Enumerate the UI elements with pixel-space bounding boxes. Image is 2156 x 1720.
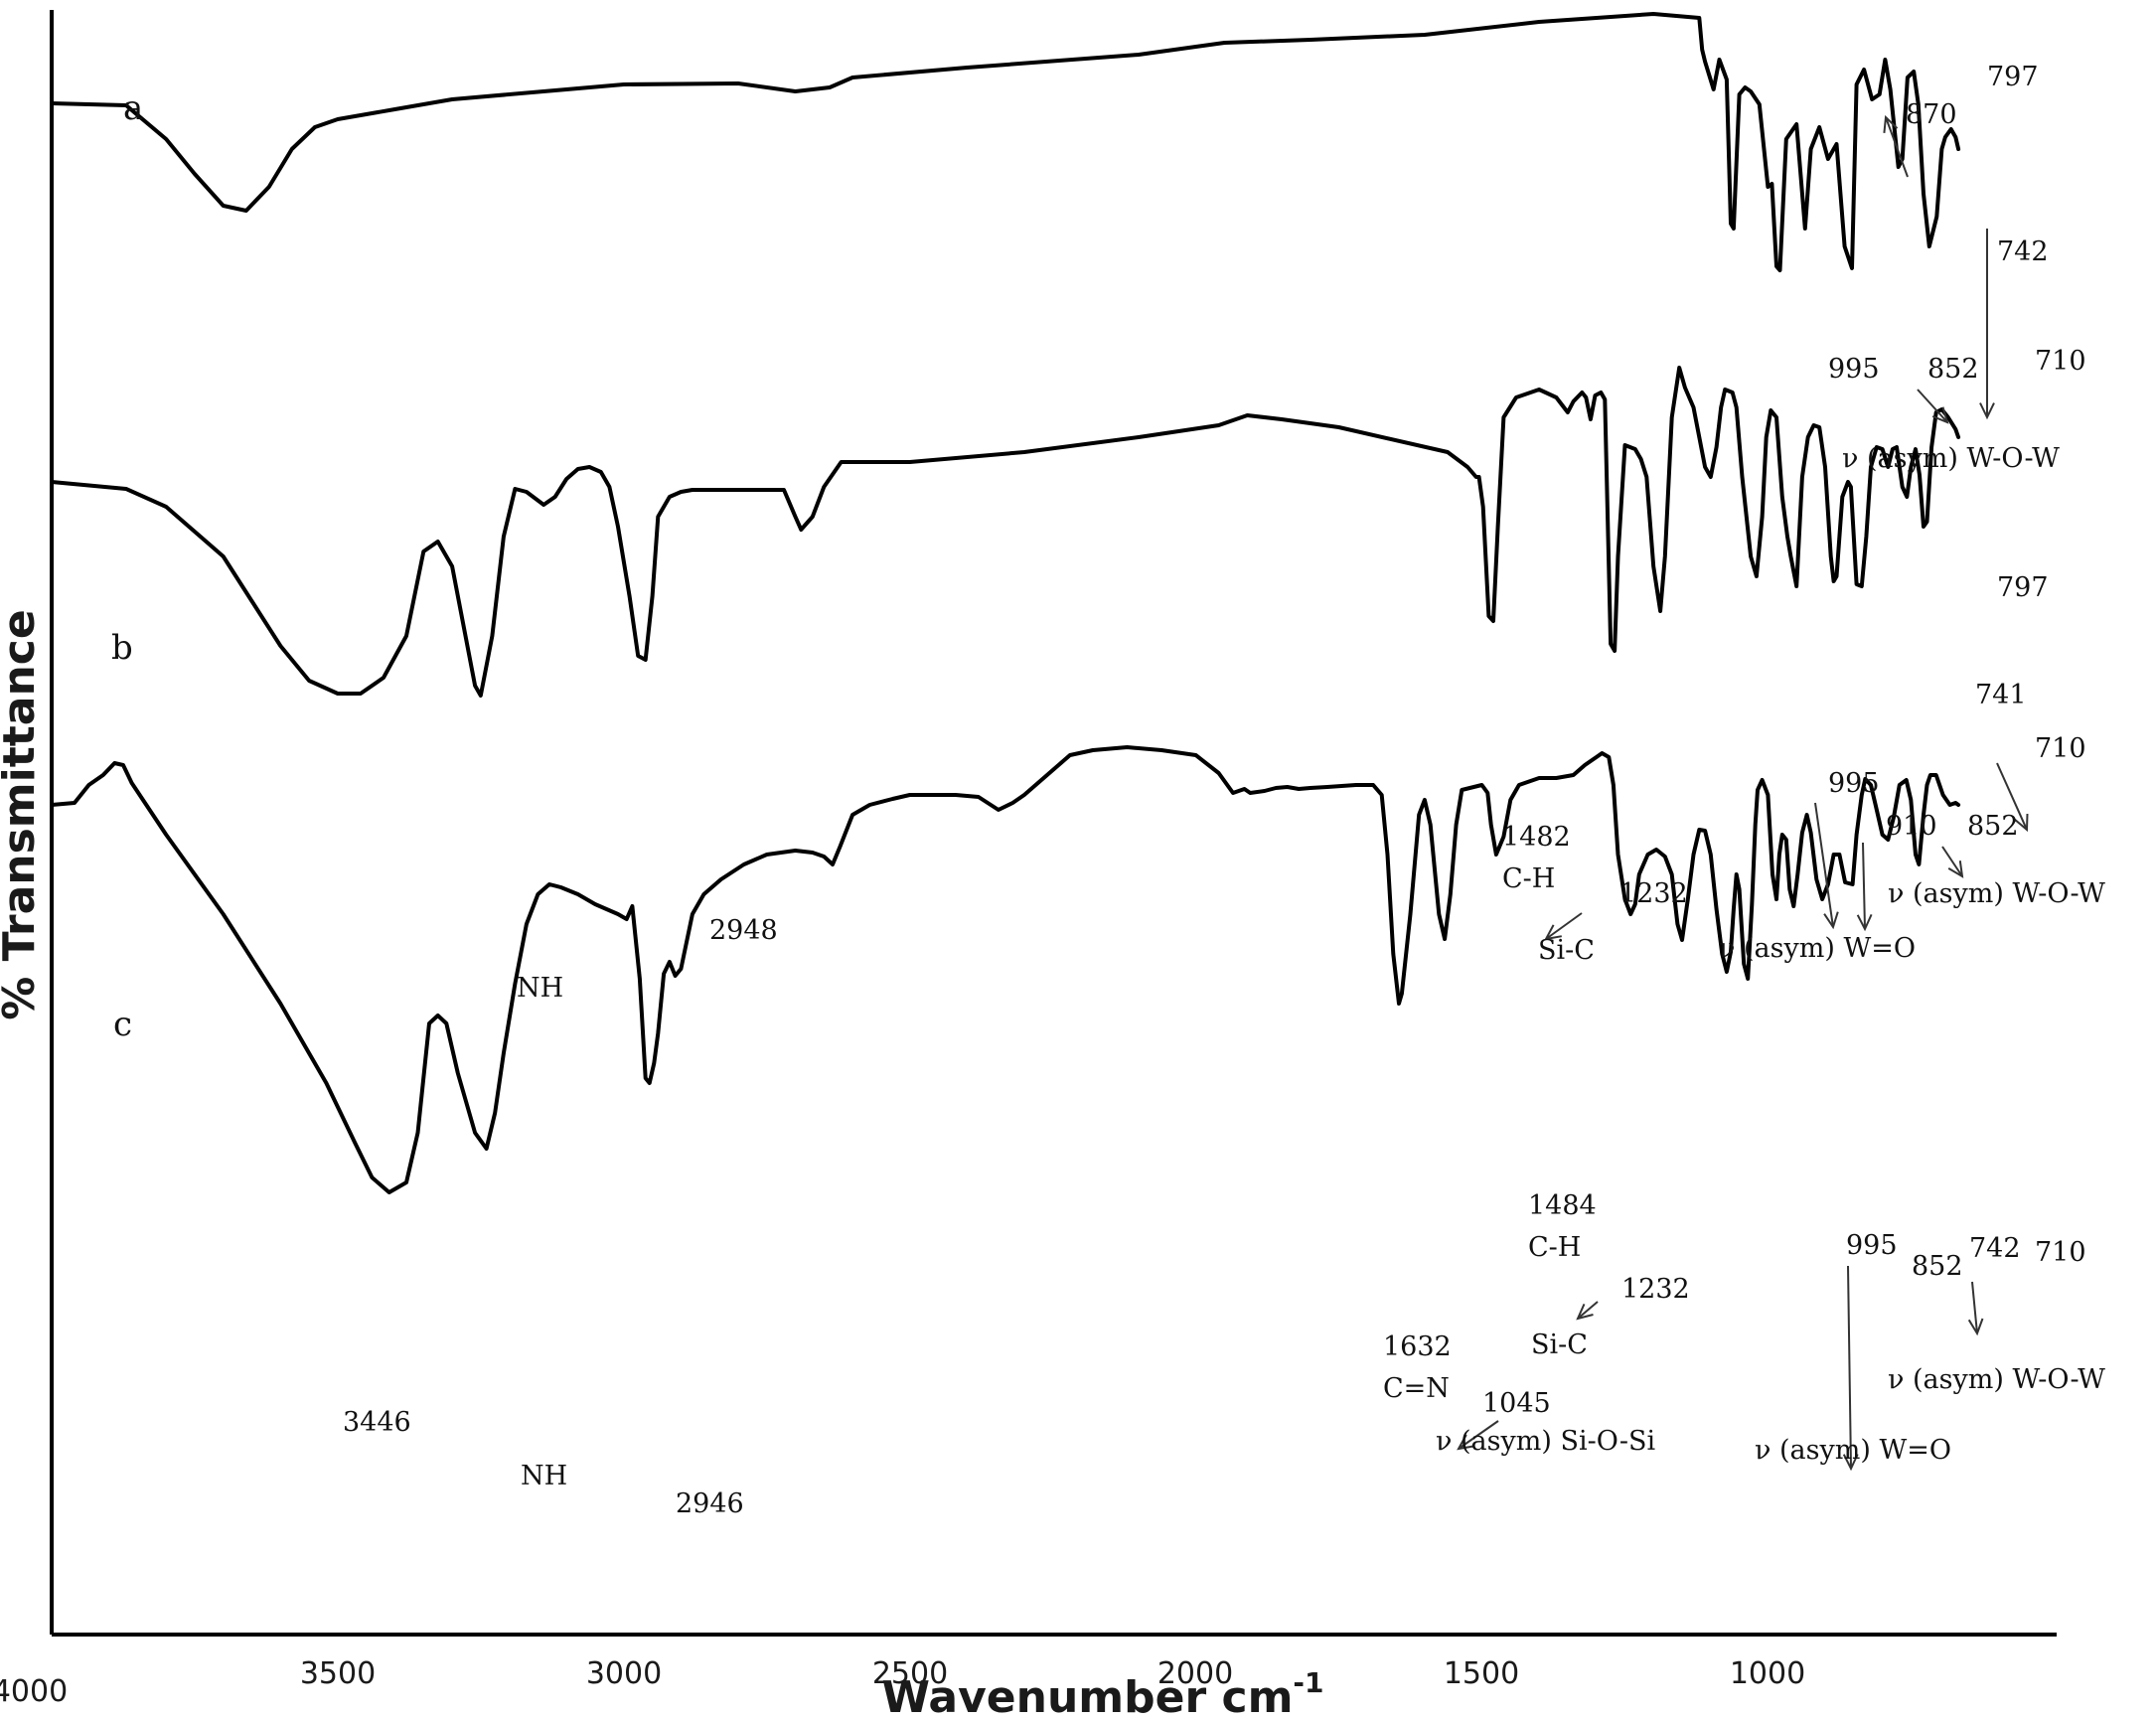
peak-annotation: 870 [1906,99,1957,130]
arrow-head [1883,114,1899,134]
arrow-head [1931,406,1949,424]
peak-annotation: Si-C [1531,1329,1588,1360]
trace-labels: a b c [111,88,143,1044]
trace-label-a: a [123,88,143,128]
x-tick-label: 3000 [586,1656,662,1691]
peak-annotation: ν (asym) Si-O-Si [1436,1426,1655,1457]
peak-annotation: 852 [1967,811,2019,842]
arrow-head [1967,1318,1984,1336]
spectrum-b [50,366,1961,698]
peak-annotation: NH [521,1461,567,1491]
peak-annotation: 1482 [1502,822,1571,853]
x-axis-label-superscript: -1 [1293,1666,1323,1699]
peak-annotation: Si-C [1538,935,1595,966]
x-tick-label: 2000 [1157,1656,1233,1691]
peak-annotation: 710 [2035,346,2086,377]
annotation-arrow [1458,1420,1499,1450]
annotation-arrow [1847,1265,1852,1470]
peak-annotation: 1045 [1482,1388,1551,1419]
trace-label-b: b [111,628,133,668]
annotation-arrows [1457,114,2029,1472]
annotation-arrow [1941,846,1963,877]
peak-annotation: 1632 [1383,1331,1452,1362]
peak-annotation: 710 [2035,1237,2086,1268]
x-axis-label-text: Wavenumber cm [881,1672,1293,1720]
peak-annotation: 995 [1828,768,1880,799]
x-tick-label: 3500 [300,1656,376,1691]
peak-annotation: 797 [1997,572,2049,603]
annotation-arrow [1814,802,1834,928]
arrow-head [1856,913,1873,932]
peak-annotation: 710 [2035,733,2086,764]
peak-annotation: NH [517,973,563,1004]
peak-annotation: 1484 [1528,1190,1597,1221]
peak-annotation: 3446 [343,1407,411,1438]
annotation-arrow [1971,1281,1978,1334]
peak-annotation: 852 [1912,1251,1963,1282]
annotation-arrow [1917,389,1948,423]
peak-annotation: 910 [1886,811,1937,842]
peak-annotations: 870 797 742 995 852 710 ν (asym) W-O-W 797 741 71… [343,62,2105,1519]
peak-annotation: 852 [1927,354,1979,385]
peak-annotation: 2946 [676,1488,744,1519]
peak-annotation: 1232 [1619,878,1688,909]
spectra [50,12,1961,1194]
axes [50,10,2057,1637]
arrow-head [1576,1303,1594,1321]
peak-annotation: C=N [1383,1373,1450,1404]
peak-annotation: 797 [1987,62,2039,92]
annotation-arrow [1885,116,1909,178]
peak-annotation: C-H [1502,863,1555,894]
peak-annotation: C-H [1528,1232,1581,1263]
peak-annotation: 995 [1846,1230,1898,1261]
peak-annotation: 2948 [709,915,778,946]
peak-annotation: 742 [1997,236,2049,267]
x-tick-label: 1500 [1444,1656,1519,1691]
x-axis-label: Wavenumber cm-1 [881,1666,1323,1720]
peak-annotation: ν (asym) W-O-W [1888,878,2105,909]
peak-annotation: 995 [1828,354,1880,385]
arrow-head [1979,402,1995,420]
annotation-arrow [1545,912,1583,940]
arrow-head [1842,1454,1859,1472]
arrow-head [1823,911,1839,930]
peak-annotation: ν (asym) W-O-W [1888,1364,2105,1395]
peak-annotation: 742 [1969,1233,2021,1264]
y-axis-label: % Transmittance [0,609,45,1019]
x-tick-label: 2500 [872,1656,948,1691]
x-tick-label: 1000 [1730,1656,1805,1691]
arrow-head [1947,860,1964,878]
trace-label-c: c [113,1005,132,1044]
peak-annotation: ν (asym) W=O [1719,933,1916,964]
peak-annotation: ν (asym) W-O-W [1842,443,2060,474]
annotation-arrow [1996,762,2028,831]
x-tick-labels: 4000 3500 3000 2500 2000 1500 1000 [0,1656,1805,1709]
x-tick-label: 4000 [0,1674,68,1709]
arrow-head [1457,1434,1474,1451]
annotation-arrow [1862,842,1866,930]
spectrum-a [50,12,1961,272]
spectrum-c [50,745,1961,1194]
arrow-head [1544,924,1562,941]
annotation-arrow [1577,1301,1599,1320]
peak-annotation: 1232 [1621,1274,1690,1305]
peak-annotation: 741 [1975,680,2027,710]
peak-annotation: ν (asym) W=O [1755,1435,1951,1466]
arrow-head [2014,813,2029,833]
